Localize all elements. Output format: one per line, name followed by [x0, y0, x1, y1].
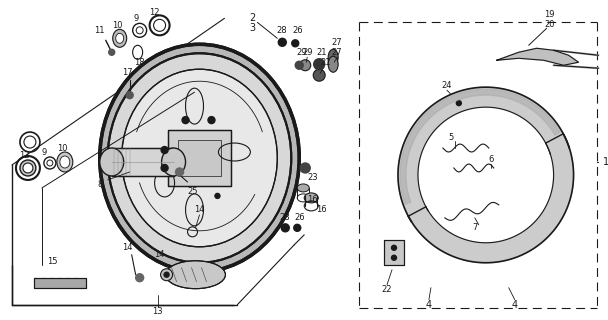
Text: 17: 17 [122, 68, 133, 77]
Text: 29: 29 [296, 48, 306, 57]
Text: 22: 22 [382, 285, 392, 294]
Text: 4: 4 [426, 300, 432, 310]
Text: 2: 2 [249, 13, 255, 23]
Bar [384, 240, 404, 265]
Ellipse shape [304, 193, 318, 203]
Ellipse shape [112, 29, 126, 47]
Text: 9: 9 [41, 148, 47, 156]
Text: 6: 6 [488, 156, 494, 164]
Circle shape [164, 272, 169, 277]
Text: 10: 10 [112, 21, 123, 30]
Text: 8: 8 [97, 180, 102, 189]
Text: 9: 9 [133, 14, 138, 23]
Text: 12: 12 [150, 8, 160, 17]
Text: 26: 26 [294, 213, 305, 222]
Circle shape [278, 38, 286, 46]
Circle shape [294, 224, 301, 231]
Circle shape [23, 163, 33, 173]
Circle shape [215, 193, 220, 198]
Circle shape [176, 168, 184, 176]
Polygon shape [398, 87, 569, 221]
Circle shape [161, 147, 168, 154]
Bar [34, 278, 86, 288]
Text: 14: 14 [194, 205, 205, 214]
Bar [168, 130, 232, 186]
Text: 21: 21 [316, 48, 326, 57]
Text: 14: 14 [154, 250, 165, 259]
Bar [112, 148, 173, 176]
Ellipse shape [328, 49, 338, 65]
Text: 24: 24 [441, 81, 452, 90]
Ellipse shape [108, 53, 291, 263]
Bar [168, 130, 232, 186]
Text: 16: 16 [316, 205, 326, 214]
Circle shape [457, 101, 461, 106]
Text: 28: 28 [276, 26, 286, 35]
Circle shape [300, 60, 311, 71]
Polygon shape [409, 134, 573, 263]
Text: 14: 14 [122, 243, 133, 252]
Circle shape [109, 49, 115, 55]
Text: 29: 29 [302, 48, 313, 57]
Circle shape [282, 224, 289, 232]
Polygon shape [400, 89, 560, 204]
Circle shape [392, 245, 396, 250]
Text: 23: 23 [307, 173, 317, 182]
Bar [34, 278, 86, 288]
Ellipse shape [57, 152, 73, 172]
Ellipse shape [297, 184, 309, 192]
Text: 25: 25 [187, 188, 198, 196]
Circle shape [126, 92, 133, 99]
Text: 12: 12 [19, 150, 29, 159]
Text: 4: 4 [512, 300, 518, 310]
Circle shape [208, 116, 215, 124]
Circle shape [314, 59, 325, 70]
Circle shape [20, 160, 36, 176]
Text: 20: 20 [544, 20, 555, 29]
Circle shape [295, 61, 303, 69]
Bar [384, 240, 404, 265]
Text: 10: 10 [57, 144, 67, 153]
Ellipse shape [100, 44, 299, 272]
Text: 3: 3 [249, 23, 255, 33]
Circle shape [392, 255, 396, 260]
Circle shape [161, 164, 168, 172]
Text: 1: 1 [603, 157, 608, 167]
Text: 16: 16 [307, 196, 317, 204]
Ellipse shape [60, 156, 70, 168]
Bar [112, 148, 173, 176]
Text: 27: 27 [332, 48, 342, 57]
Text: 15: 15 [47, 257, 57, 266]
Text: 5: 5 [448, 132, 454, 141]
Text: 21: 21 [320, 58, 330, 67]
Ellipse shape [100, 148, 123, 176]
Text: 11: 11 [94, 26, 105, 35]
Text: 19: 19 [544, 10, 555, 19]
Text: 28: 28 [279, 213, 289, 222]
Text: 7: 7 [472, 223, 477, 232]
Ellipse shape [116, 33, 123, 43]
Circle shape [136, 274, 143, 282]
Circle shape [292, 40, 299, 47]
Ellipse shape [162, 148, 185, 176]
Circle shape [161, 269, 173, 281]
Polygon shape [497, 48, 579, 65]
Circle shape [182, 116, 189, 124]
Ellipse shape [122, 69, 277, 247]
Bar [178, 140, 221, 176]
Ellipse shape [165, 261, 226, 289]
Text: 13: 13 [152, 307, 163, 316]
Text: 27: 27 [332, 38, 342, 47]
Circle shape [313, 69, 325, 81]
Ellipse shape [328, 56, 338, 72]
Text: 26: 26 [292, 26, 303, 35]
Circle shape [300, 163, 310, 173]
Text: 18: 18 [134, 58, 145, 67]
